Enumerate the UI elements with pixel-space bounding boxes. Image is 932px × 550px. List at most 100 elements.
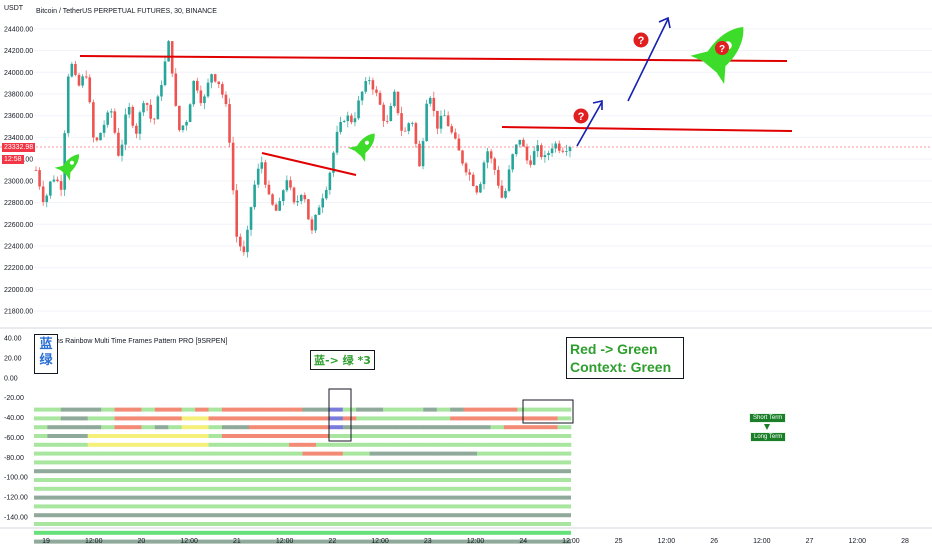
- indicator-band-segment: [530, 434, 545, 439]
- candle-body: [504, 190, 507, 198]
- indicator-band-row: [34, 530, 571, 535]
- candle-body: [264, 162, 267, 185]
- indicator-band-segment: [477, 434, 491, 439]
- candle-body: [339, 121, 342, 132]
- indicator-band-row: [34, 504, 571, 509]
- candle-body: [88, 77, 92, 103]
- indicator-band-segment: [463, 434, 478, 439]
- indicator-band-segment: [503, 425, 518, 430]
- candle-body: [81, 76, 84, 86]
- indicator-band-segment: [530, 451, 545, 456]
- indicator-band-segment: [409, 425, 424, 430]
- indicator-band-segment: [275, 434, 290, 439]
- price-tick-label: 24000.00: [4, 70, 33, 77]
- indicator-band-segment: [369, 416, 384, 421]
- indicator-band-segment: [87, 407, 102, 412]
- candle-body: [124, 114, 127, 145]
- symbol-title[interactable]: Bitcoin / TetherUS PERPETUAL FUTURES, 30…: [36, 8, 217, 15]
- candle-body: [514, 144, 518, 155]
- indicator-band-segment: [248, 416, 263, 421]
- candle-body: [274, 204, 278, 211]
- indicator-band-segment: [423, 451, 438, 456]
- price-tick-label: 24200.00: [4, 48, 33, 55]
- indicator-band-segment: [329, 451, 344, 456]
- indicator-band-segment: [127, 425, 142, 430]
- indicator-band-segment: [302, 442, 317, 447]
- indicator-band-segment: [262, 451, 276, 456]
- indicator-band-segment: [101, 434, 115, 439]
- candle-body: [74, 63, 77, 75]
- candle-body: [138, 112, 142, 134]
- indicator-band-segment: [342, 416, 357, 421]
- descending-trendline[interactable]: [261, 152, 357, 176]
- indicator-band-segment: [463, 416, 478, 421]
- indicator-band-segment: [195, 442, 209, 447]
- time-tick-label: 12:00: [467, 538, 485, 545]
- indicator-band-segment: [557, 425, 572, 430]
- indicator-band-segment: [248, 442, 263, 447]
- resistance-line-lower[interactable]: [501, 126, 793, 132]
- indicator-band-segment: [262, 425, 276, 430]
- candle-body: [109, 111, 113, 113]
- resistance-line-upper[interactable]: [79, 55, 788, 62]
- indicator-band-segment: [221, 442, 236, 447]
- candle-body: [192, 80, 195, 105]
- indicator-band-segment: [248, 451, 263, 456]
- candle-body: [324, 189, 328, 199]
- candle-body: [238, 236, 242, 247]
- indicator-band-segment: [315, 407, 330, 412]
- time-tick-label: 23: [424, 538, 432, 545]
- indicator-band-segment: [463, 442, 478, 447]
- indicator-band-segment: [101, 407, 115, 412]
- indicator-band-segment: [557, 407, 572, 412]
- indicator-band-segment: [544, 407, 558, 412]
- candle-body: [163, 61, 167, 86]
- indicator-band-segment: [490, 407, 505, 412]
- time-tick-label: 28: [901, 538, 909, 545]
- question-icon: ?: [715, 41, 729, 55]
- candle-body: [468, 172, 471, 175]
- indicator-band-segment: [275, 416, 290, 421]
- indicator-tick-label: 20.00: [4, 355, 22, 362]
- indicator-band-segment: [557, 416, 572, 421]
- indicator-title[interactable]: Seasons Rainbow Multi Time Frames Patter…: [36, 338, 227, 345]
- candle-body: [561, 150, 565, 152]
- indicator-band-segment: [87, 451, 102, 456]
- svg-text:?: ?: [719, 44, 725, 55]
- arrow-up-right-near: [576, 100, 603, 147]
- indicator-band-segment: [450, 407, 464, 412]
- candle-body: [41, 186, 45, 203]
- candle-body: [518, 139, 522, 145]
- indicator-band-segment: [396, 425, 411, 430]
- candle-body: [181, 125, 185, 131]
- arrow-up-right-far: [627, 16, 671, 102]
- indicator-band-segment: [275, 425, 290, 430]
- candle-body: [66, 76, 70, 134]
- indicator-band-segment: [477, 442, 491, 447]
- indicator-band-segment: [34, 442, 48, 447]
- indicator-band-segment: [423, 416, 438, 421]
- candle-body: [547, 153, 550, 156]
- price-axis-labels: 24400.00 24200.00 24000.00 23800.00 23600.00…: [4, 26, 33, 315]
- candle-body: [296, 201, 299, 203]
- candle-body: [199, 90, 203, 104]
- candle-body: [224, 94, 228, 105]
- candle-body: [127, 106, 131, 115]
- indicator-band-segment: [356, 407, 370, 412]
- candle-body: [231, 142, 235, 191]
- candle-body: [529, 160, 532, 165]
- indicator-band-segment: [302, 451, 317, 456]
- candle-body: [353, 118, 357, 123]
- candle-body: [221, 84, 224, 95]
- indicator-band-segment: [168, 434, 182, 439]
- candle-body: [346, 115, 350, 122]
- indicator-band-segment: [248, 425, 263, 430]
- indicator-band-segment: [315, 425, 330, 430]
- candle-body: [95, 137, 99, 141]
- candle-body: [557, 143, 561, 151]
- indicator-band-segment: [477, 425, 491, 430]
- indicator-tick-label: 40.00: [4, 335, 22, 342]
- indicator-band-segment: [342, 451, 357, 456]
- indicator-band-segment: [356, 416, 370, 421]
